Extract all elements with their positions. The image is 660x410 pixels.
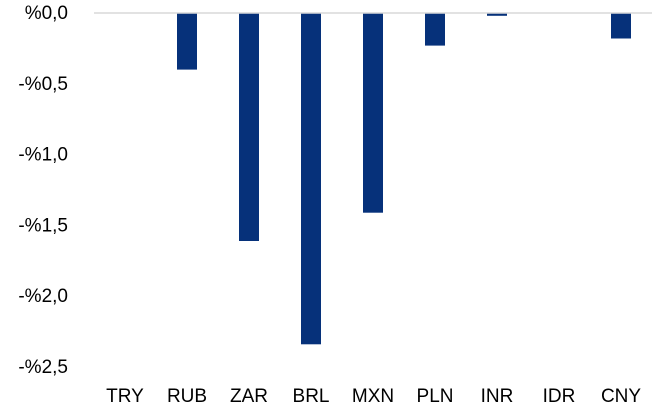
y-tick-label: %0,0 bbox=[25, 3, 68, 24]
x-tick-label: TRY bbox=[106, 386, 144, 405]
bar-mxn bbox=[363, 13, 383, 213]
y-tick-label: -%2,5 bbox=[18, 357, 68, 378]
bar-zar bbox=[239, 13, 259, 241]
x-tick-label: INR bbox=[481, 386, 514, 405]
x-tick-label: ZAR bbox=[230, 386, 268, 405]
x-tick-label: MXN bbox=[352, 386, 394, 405]
bar-inr bbox=[487, 13, 507, 16]
y-tick-label: -%0,5 bbox=[18, 74, 68, 95]
y-tick-label: -%1,0 bbox=[18, 145, 68, 166]
x-tick-label: PLN bbox=[417, 386, 454, 405]
x-axis-tick-labels: TRY RUB ZAR BRL MXN PLN INR IDR CNY bbox=[106, 386, 641, 407]
bar-brl bbox=[301, 13, 321, 345]
bar-pln bbox=[425, 13, 445, 46]
bars-layer bbox=[177, 13, 631, 345]
x-tick-label: BRL bbox=[293, 386, 330, 405]
x-tick-label: CNY bbox=[601, 386, 641, 405]
y-tick-label: -%1,5 bbox=[18, 215, 68, 236]
y-axis-tick-labels: %0,0 -%0,5 -%1,0 -%1,5 -%2,0 -%2,5 bbox=[18, 3, 68, 378]
x-tick-label: IDR bbox=[543, 386, 576, 405]
bar-cny bbox=[611, 13, 631, 39]
bar-rub bbox=[177, 13, 197, 70]
x-tick-label: RUB bbox=[167, 386, 207, 405]
y-tick-label: -%2,0 bbox=[18, 286, 68, 307]
